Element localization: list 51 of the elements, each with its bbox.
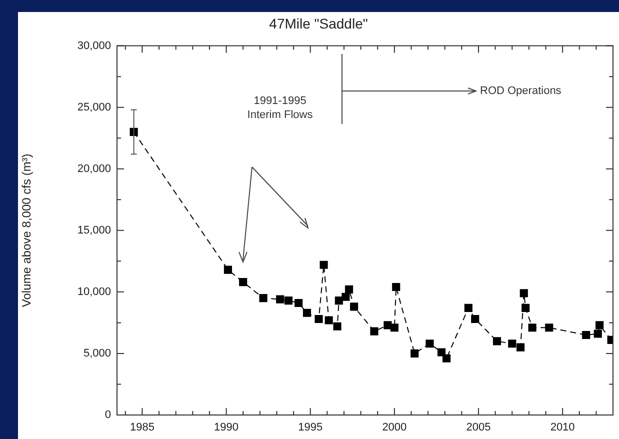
point (320, 260, 328, 269)
point (259, 294, 268, 302)
point (594, 330, 602, 338)
x-tick-label: 2000 (382, 422, 407, 434)
point (314, 314, 323, 324)
point (390, 324, 398, 332)
point (426, 340, 434, 348)
point (384, 321, 392, 330)
point (442, 354, 451, 362)
point (370, 327, 378, 336)
point (464, 304, 472, 312)
point (344, 285, 354, 294)
y-tick-label: 5,000 (83, 348, 111, 360)
y-tick-label: 20,000 (77, 162, 111, 175)
point (582, 330, 590, 340)
x-tick-label: 1985 (130, 422, 154, 434)
point (333, 322, 342, 330)
y-tick-label: 25,000 (77, 101, 111, 114)
point (471, 314, 480, 324)
point (342, 292, 350, 301)
x-tick-label: 1995 (298, 422, 323, 434)
y-tick-label: 10,000 (77, 286, 111, 298)
point (284, 296, 293, 305)
point (516, 343, 525, 352)
x-tick-label: 1990 (214, 422, 239, 434)
point (276, 295, 284, 304)
point (392, 282, 400, 292)
point (239, 278, 248, 286)
point (302, 308, 312, 317)
y-axis-title: Volume above 8,000 cfs (m³) (20, 154, 34, 308)
point (350, 302, 358, 311)
annotation: ROD Operations (480, 85, 562, 98)
point (528, 324, 536, 332)
y-tick-label: 15,000 (77, 224, 111, 236)
point (410, 349, 419, 358)
point (324, 316, 333, 324)
annotation: 1991-1995 Interim Flows (247, 95, 314, 122)
x-tick-label: 2005 (466, 422, 491, 434)
point (508, 340, 516, 348)
point (224, 266, 232, 274)
point (545, 324, 554, 332)
point (294, 298, 303, 308)
y-tick-label: 0 (104, 409, 111, 422)
point (522, 304, 530, 312)
y-tick-label: 30,000 (77, 40, 111, 52)
point (492, 337, 502, 346)
point (520, 289, 528, 298)
point (596, 321, 604, 330)
x-tick-label: 2010 (550, 422, 575, 434)
chart-title: 47Mile "Saddle" (269, 15, 368, 32)
point (437, 348, 446, 356)
